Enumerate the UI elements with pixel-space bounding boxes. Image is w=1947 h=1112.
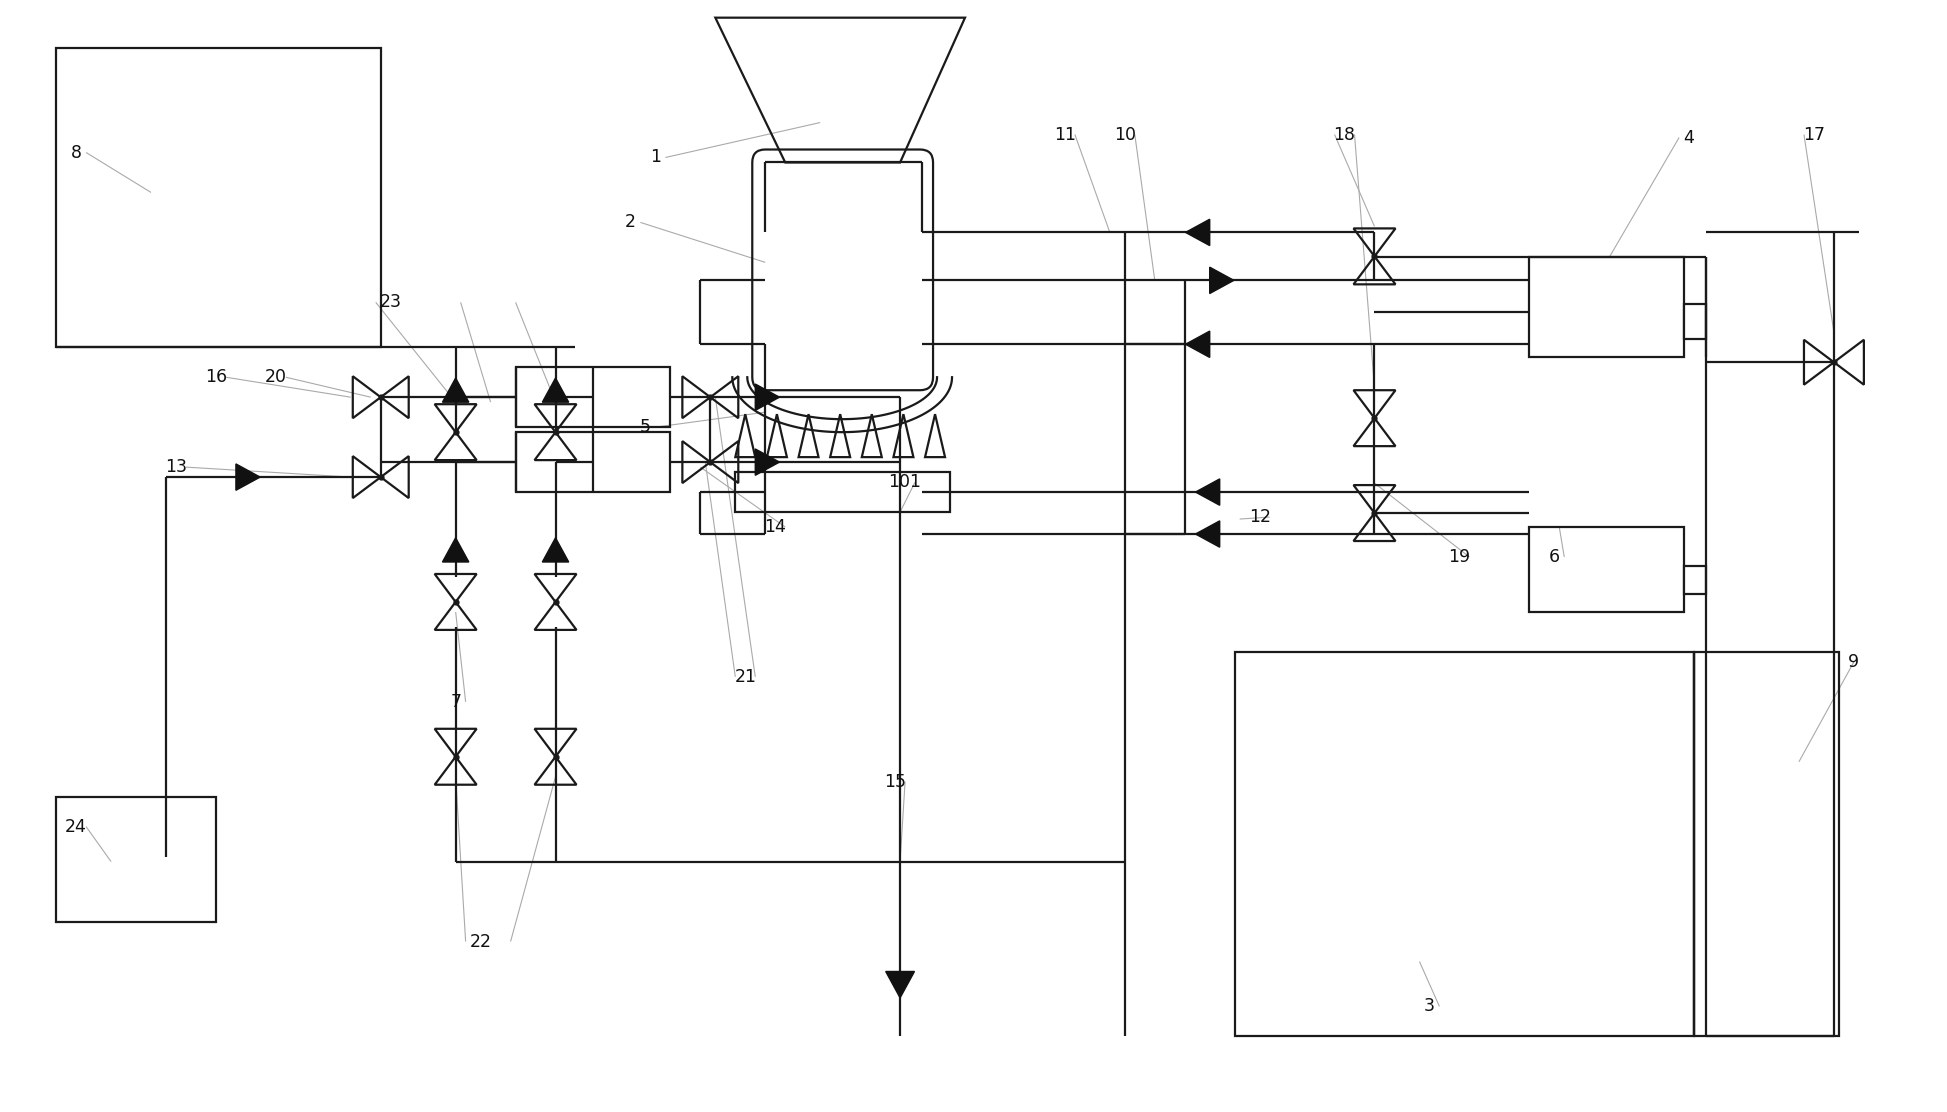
Text: 13: 13	[165, 458, 187, 476]
Text: 12: 12	[1248, 508, 1271, 526]
Polygon shape	[1186, 331, 1209, 357]
Polygon shape	[755, 449, 779, 475]
Polygon shape	[543, 538, 569, 562]
Text: 20: 20	[265, 368, 286, 386]
Text: 15: 15	[884, 773, 905, 791]
Bar	[1528, 527, 1684, 612]
Text: 10: 10	[1114, 126, 1135, 143]
Bar	[516, 367, 670, 427]
Text: 16: 16	[204, 368, 228, 386]
Text: 19: 19	[1449, 548, 1470, 566]
Polygon shape	[1195, 479, 1219, 505]
Polygon shape	[543, 378, 569, 403]
Text: 9: 9	[1848, 653, 1859, 671]
Bar	[1684, 305, 1706, 339]
Bar	[56, 48, 382, 347]
Text: 8: 8	[70, 143, 82, 161]
Text: 21: 21	[734, 668, 755, 686]
Polygon shape	[1195, 520, 1219, 547]
Text: 22: 22	[469, 933, 491, 951]
Text: 6: 6	[1548, 548, 1560, 566]
Text: 101: 101	[888, 473, 921, 492]
Bar	[1694, 652, 1838, 1036]
Text: 23: 23	[380, 294, 401, 311]
Bar	[1528, 257, 1684, 357]
Polygon shape	[755, 384, 779, 410]
Text: 2: 2	[625, 214, 637, 231]
Polygon shape	[886, 972, 915, 997]
Text: 5: 5	[641, 418, 650, 436]
Bar	[516, 433, 670, 493]
Text: 17: 17	[1803, 126, 1824, 143]
Text: 11: 11	[1053, 126, 1077, 143]
Text: 3: 3	[1423, 997, 1435, 1015]
Text: 1: 1	[650, 149, 660, 167]
Text: 7: 7	[450, 693, 461, 711]
Polygon shape	[442, 538, 469, 562]
Bar	[56, 796, 216, 922]
Bar	[1684, 566, 1706, 594]
Bar	[1234, 652, 1694, 1036]
Text: 18: 18	[1334, 126, 1355, 143]
Polygon shape	[1186, 219, 1209, 246]
Polygon shape	[1209, 267, 1234, 294]
Bar	[736, 473, 950, 512]
Polygon shape	[236, 464, 261, 490]
Text: 24: 24	[64, 817, 88, 835]
Text: 4: 4	[1684, 129, 1694, 147]
Polygon shape	[442, 378, 469, 403]
Text: 14: 14	[765, 518, 787, 536]
